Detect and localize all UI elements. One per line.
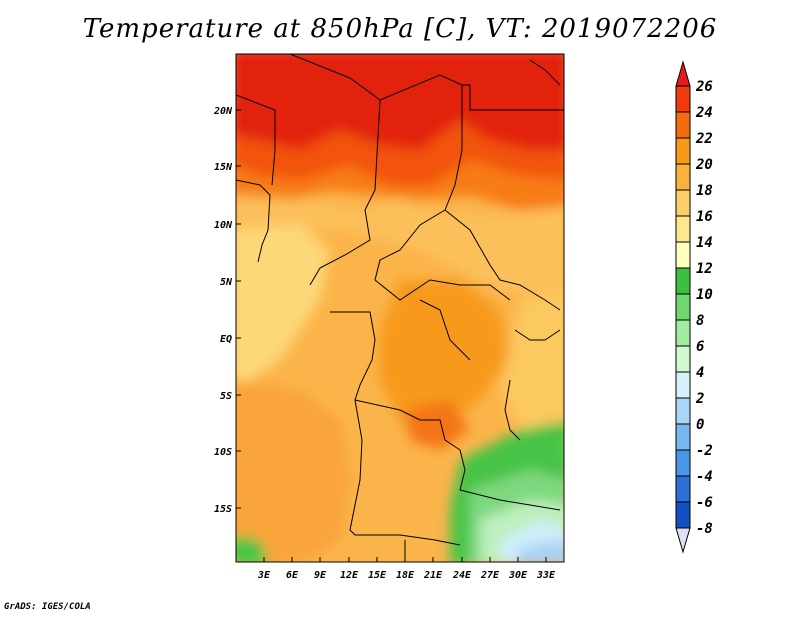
colorbar-label: 8 [696, 313, 704, 329]
temperature-field [236, 54, 564, 562]
chart-title: Temperature at 850hPa [C], VT: 201907220… [82, 14, 718, 44]
lon-tick-label: 15E [368, 570, 387, 581]
colorbar-label: 10 [696, 287, 713, 303]
colorbar-segment [675, 111, 691, 139]
colorbar-segment [675, 137, 691, 165]
border-line [379, 74, 463, 211]
colorbar-max-arrow [675, 60, 691, 87]
colorbar-segment [675, 293, 691, 321]
colorbar-label: 12 [696, 261, 713, 277]
colorbar-label: 20 [695, 157, 713, 173]
field-band-4 [515, 540, 564, 562]
colorbar-segment [675, 475, 691, 503]
colorbar-label: -2 [696, 443, 713, 459]
colorbar-segment [675, 345, 691, 373]
lat-tick-label: 10N [214, 220, 233, 231]
colorbar-segment [675, 189, 691, 217]
colorbar-segment [675, 215, 691, 243]
field-band-12-corner [236, 536, 269, 562]
colorbar-label: 18 [696, 183, 713, 199]
border-line [504, 379, 521, 441]
border-line [289, 54, 381, 286]
colorbar-segment [675, 449, 691, 477]
lat-tick-label: 15N [214, 162, 233, 173]
colorbar-segment [675, 501, 691, 529]
border-line [444, 209, 561, 311]
border-line [236, 179, 271, 263]
colorbar-label: 14 [696, 235, 713, 251]
credit-text: GrADS: IGES/COLA [4, 602, 91, 612]
colorbar-segment [675, 163, 691, 191]
field-band-22-congo [405, 400, 470, 450]
colorbar-label: 0 [696, 417, 704, 433]
border-line [459, 489, 561, 511]
border-line [514, 329, 561, 341]
lon-tick-label: 6E [286, 570, 299, 581]
colorbar-segment [675, 397, 691, 425]
lon-tick-label: 33E [536, 570, 556, 581]
border-line [330, 311, 376, 401]
colorbar-label: -8 [696, 521, 713, 537]
border-line [236, 94, 276, 186]
colorbar-label: 6 [696, 339, 704, 355]
lat-tick-label: 5S [220, 391, 232, 402]
colorbar-label: -4 [696, 469, 713, 485]
colorbar-label: 22 [695, 131, 713, 147]
colorbar-segment [675, 241, 691, 269]
lon-tick-label: 27E [480, 570, 500, 581]
field-band-18-north [236, 195, 564, 300]
lon-tick-label: 12E [340, 570, 359, 581]
border-line [374, 209, 446, 281]
border-line [374, 279, 511, 301]
field-band-20-congo [380, 280, 510, 430]
colorbar-label: -6 [696, 495, 713, 511]
lon-tick-label: 24E [452, 570, 472, 581]
colorbar-label: 2 [695, 391, 704, 407]
field-band-16-west [236, 225, 330, 380]
lon-tick-label: 3E [257, 570, 271, 581]
lon-tick-label: 21E [423, 570, 443, 581]
colorbar-min-arrow [675, 527, 691, 554]
country-borders [236, 54, 564, 560]
border-line [354, 399, 466, 491]
lat-tick-label: 5N [220, 277, 233, 288]
lat-tick-label: EQ [220, 334, 232, 345]
field-band-26 [236, 54, 564, 150]
lon-tick-label: 18E [396, 570, 415, 581]
lon-tick-label: 9E [314, 570, 327, 581]
lat-tick-label: 10S [214, 447, 232, 458]
colorbar-label: 16 [696, 209, 713, 225]
colorbar-segment [675, 319, 691, 347]
lat-tick-label: 20N [213, 106, 233, 117]
colorbar-segment [675, 85, 691, 113]
border-line [349, 399, 461, 546]
longitude-axis: 3E 6E 9E 12E 15E 18E 21E 24E 27E 30E 33E [257, 557, 556, 581]
colorbar-segment [675, 371, 691, 399]
latitude-axis: 20N 15N 10N 5N EQ 5S 10S 15S [213, 106, 241, 515]
field-band-20-southwest [236, 380, 350, 562]
field-band-18-east [500, 291, 564, 430]
map-frame [235, 53, 565, 563]
lat-tick-label: 15S [214, 504, 232, 515]
colorbar-segment [675, 423, 691, 451]
lon-tick-label: 30E [508, 570, 528, 581]
border-line [462, 84, 564, 111]
colorbar-label: 26 [695, 79, 713, 95]
colorbar-segment [675, 267, 691, 295]
border-line [529, 59, 561, 86]
colorbar-label: 24 [695, 105, 713, 121]
colorbar-label: 4 [696, 365, 704, 381]
border-line [419, 299, 471, 361]
